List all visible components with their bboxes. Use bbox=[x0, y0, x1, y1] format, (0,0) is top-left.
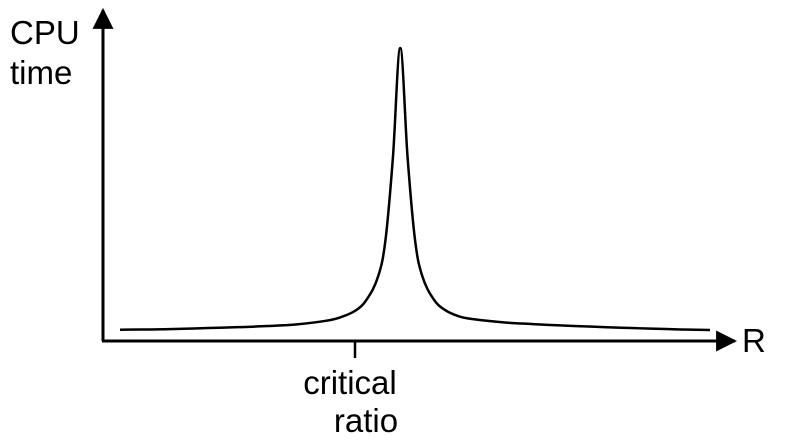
series-layer bbox=[119, 46, 711, 332]
y-axis-label-line-1: CPU bbox=[10, 14, 80, 51]
series-line-cpu-time bbox=[119, 46, 711, 332]
critical-ratio-label-line-2: ratio bbox=[334, 402, 398, 439]
x-axis-label: R bbox=[742, 322, 766, 359]
critical-ratio-label-line-1: critical bbox=[303, 364, 397, 401]
y-axis-label-line-2: time bbox=[10, 54, 72, 91]
